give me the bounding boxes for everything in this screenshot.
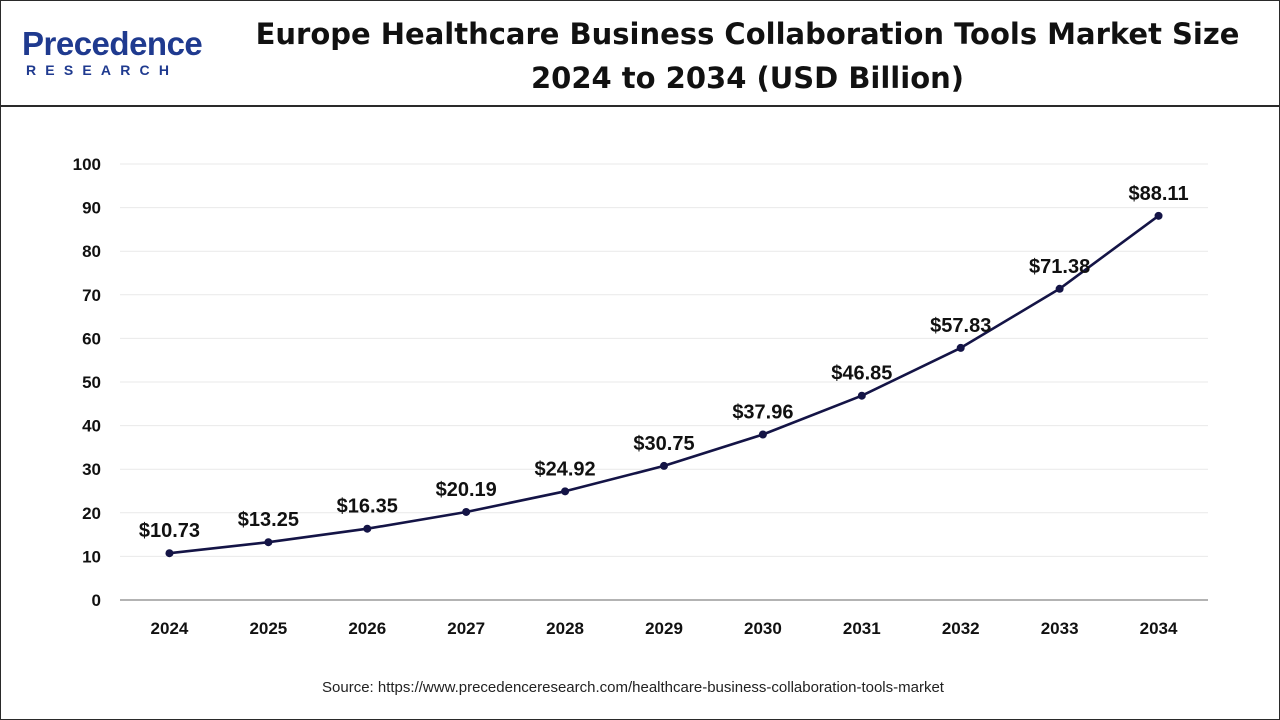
data-point xyxy=(363,524,372,533)
logo-subtitle: RESEARCH xyxy=(26,62,179,78)
data-point xyxy=(264,538,273,547)
y-tick-label: 100 xyxy=(73,155,101,174)
y-tick-label: 50 xyxy=(82,373,101,392)
x-tick-label: 2026 xyxy=(348,619,386,638)
chart-title-line2: 2024 to 2034 (USD Billion) xyxy=(530,61,965,95)
x-tick-label: 2027 xyxy=(447,619,485,638)
data-point xyxy=(462,507,471,516)
data-point xyxy=(857,391,866,400)
data-label: $13.25 xyxy=(238,509,299,531)
data-point xyxy=(1154,211,1163,220)
x-tick-label: 2032 xyxy=(942,619,980,638)
x-tick-label: 2025 xyxy=(249,619,287,638)
data-label: $30.75 xyxy=(633,433,694,455)
data-label: $88.11 xyxy=(1129,183,1189,205)
x-tick-label: 2033 xyxy=(1041,619,1079,638)
x-tick-label: 2024 xyxy=(151,619,189,638)
data-point xyxy=(758,430,767,439)
y-tick-label: 40 xyxy=(82,417,101,436)
x-tick-label: 2031 xyxy=(843,619,881,638)
series-line xyxy=(169,214,1160,555)
data-point xyxy=(165,549,174,558)
data-label: $71.38 xyxy=(1029,256,1090,278)
data-label: $57.83 xyxy=(930,315,991,337)
y-tick-label: 60 xyxy=(82,329,101,348)
logo-wordmark: Precedence xyxy=(22,25,203,62)
y-tick-label: 70 xyxy=(82,286,101,305)
y-tick-label: 0 xyxy=(92,591,101,610)
y-tick-label: 20 xyxy=(82,504,101,523)
x-tick-label: 2028 xyxy=(546,619,584,638)
y-tick-label: 30 xyxy=(82,460,101,479)
data-label: $46.85 xyxy=(831,363,892,385)
chart-title-line1: Europe Healthcare Business Collaboration… xyxy=(255,17,1240,51)
y-tick-label: 10 xyxy=(82,547,101,566)
header: Precedence RESEARCH Europe Healthcare Bu… xyxy=(0,0,1280,107)
chart-title: Europe Healthcare Business Collaboration… xyxy=(240,12,1255,100)
data-label: $20.19 xyxy=(436,479,497,501)
data-label: $24.92 xyxy=(535,458,596,480)
y-tick-label: 80 xyxy=(82,242,101,261)
data-point xyxy=(1055,284,1064,293)
data-point xyxy=(561,487,570,496)
data-point xyxy=(956,343,965,352)
data-label: $16.35 xyxy=(337,496,398,518)
source-note: Source: https://www.precedenceresearch.c… xyxy=(322,679,944,696)
x-tick-label: 2029 xyxy=(645,619,683,638)
x-tick-label: 2030 xyxy=(744,619,782,638)
x-tick-label: 2034 xyxy=(1140,619,1178,638)
brand-logo: Precedence RESEARCH xyxy=(22,26,232,82)
data-label: $10.73 xyxy=(139,520,200,542)
data-label: $37.96 xyxy=(732,401,793,423)
y-tick-label: 90 xyxy=(82,199,101,218)
data-point xyxy=(660,461,668,470)
